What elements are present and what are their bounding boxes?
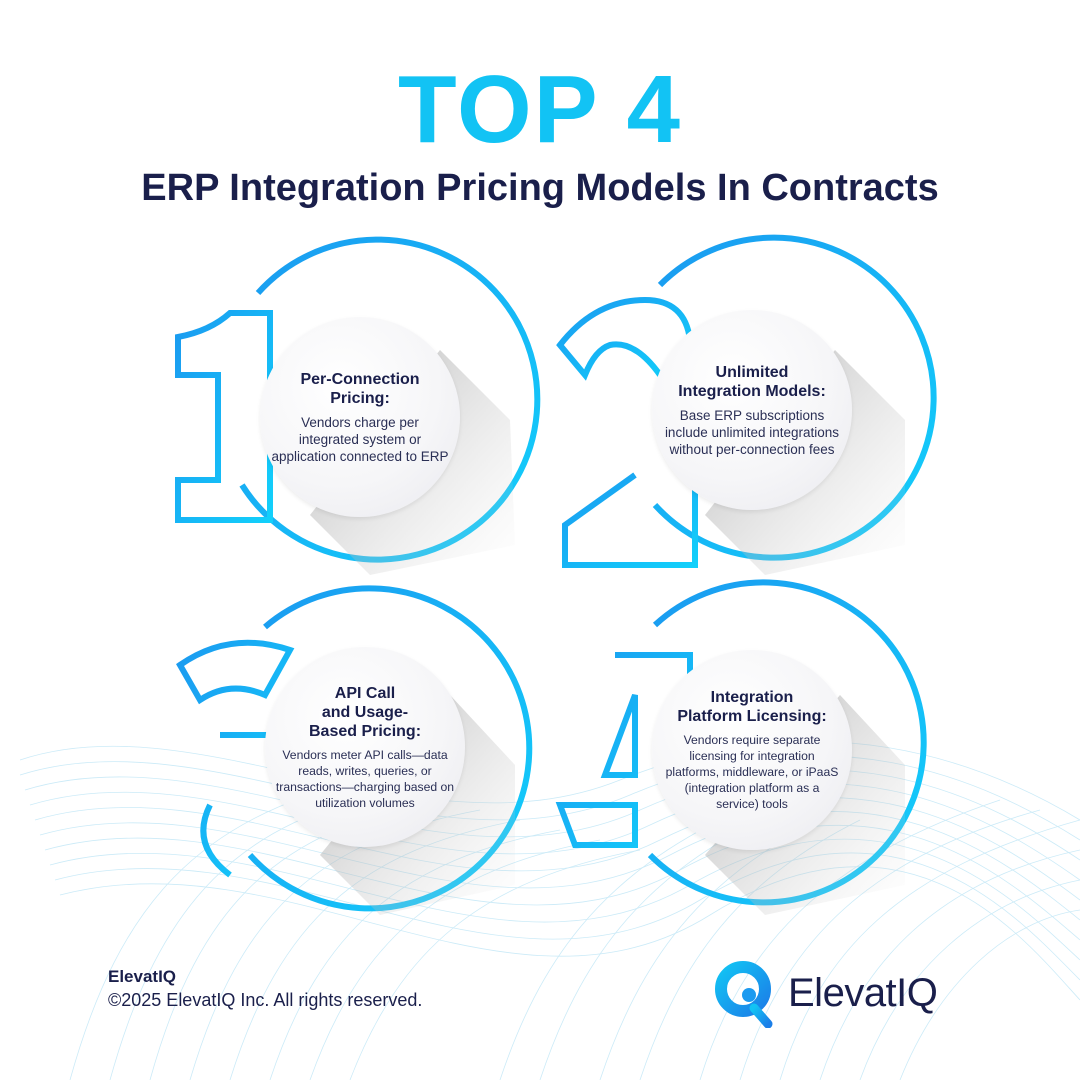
pricing-model-card-4: Integration Platform Licensing: Vendors r… xyxy=(555,579,955,925)
description-disc: Integration Platform Licensing: Vendors r… xyxy=(652,650,852,850)
pricing-model-card-3: API Call and Usage- Based Pricing: Vendors… xyxy=(170,585,570,925)
q-logo-icon xyxy=(715,961,773,1028)
description-disc: Unlimited Integration Models: Base ERP su… xyxy=(652,310,852,510)
item-description: Vendors charge per integrated system or … xyxy=(271,414,449,464)
item-description: Base ERP subscriptions include unlimited… xyxy=(664,407,840,457)
item-heading: API Call and Usage- Based Pricing: xyxy=(308,684,422,740)
pricing-model-card-1: Per-Connection Pricing: Vendors charge pe… xyxy=(170,236,570,585)
pricing-model-card-2: Unlimited Integration Models: Base ERP su… xyxy=(555,234,955,585)
description-disc: API Call and Usage- Based Pricing: Vendors… xyxy=(265,647,465,847)
item-heading: Integration Platform Licensing: xyxy=(677,689,827,725)
logo-wordmark: ElevatIQ xyxy=(788,970,938,1015)
footer-brand: ElevatIQ xyxy=(108,967,177,986)
item-description: Vendors require separate licensing for i… xyxy=(665,733,839,811)
item-description: Vendors meter API calls—data reads, writ… xyxy=(275,747,455,810)
description-disc: Per-Connection Pricing: Vendors charge pe… xyxy=(260,317,460,517)
header: TOP 4 ERP Integration Pricing Models In … xyxy=(0,62,1080,210)
footer-credits: ElevatIQ ©2025 ElevatIQ Inc. All rights … xyxy=(108,966,422,1012)
page-title: TOP 4 xyxy=(398,56,682,163)
item-heading: Unlimited Integration Models: xyxy=(678,363,826,400)
elevatiq-logo: ElevatIQ xyxy=(712,958,938,1028)
item-heading: Per-Connection Pricing: xyxy=(300,370,420,407)
page-subtitle: ERP Integration Pricing Models In Contra… xyxy=(141,167,939,209)
copyright-text: ©2025 ElevatIQ Inc. All rights reserved. xyxy=(108,990,423,1010)
